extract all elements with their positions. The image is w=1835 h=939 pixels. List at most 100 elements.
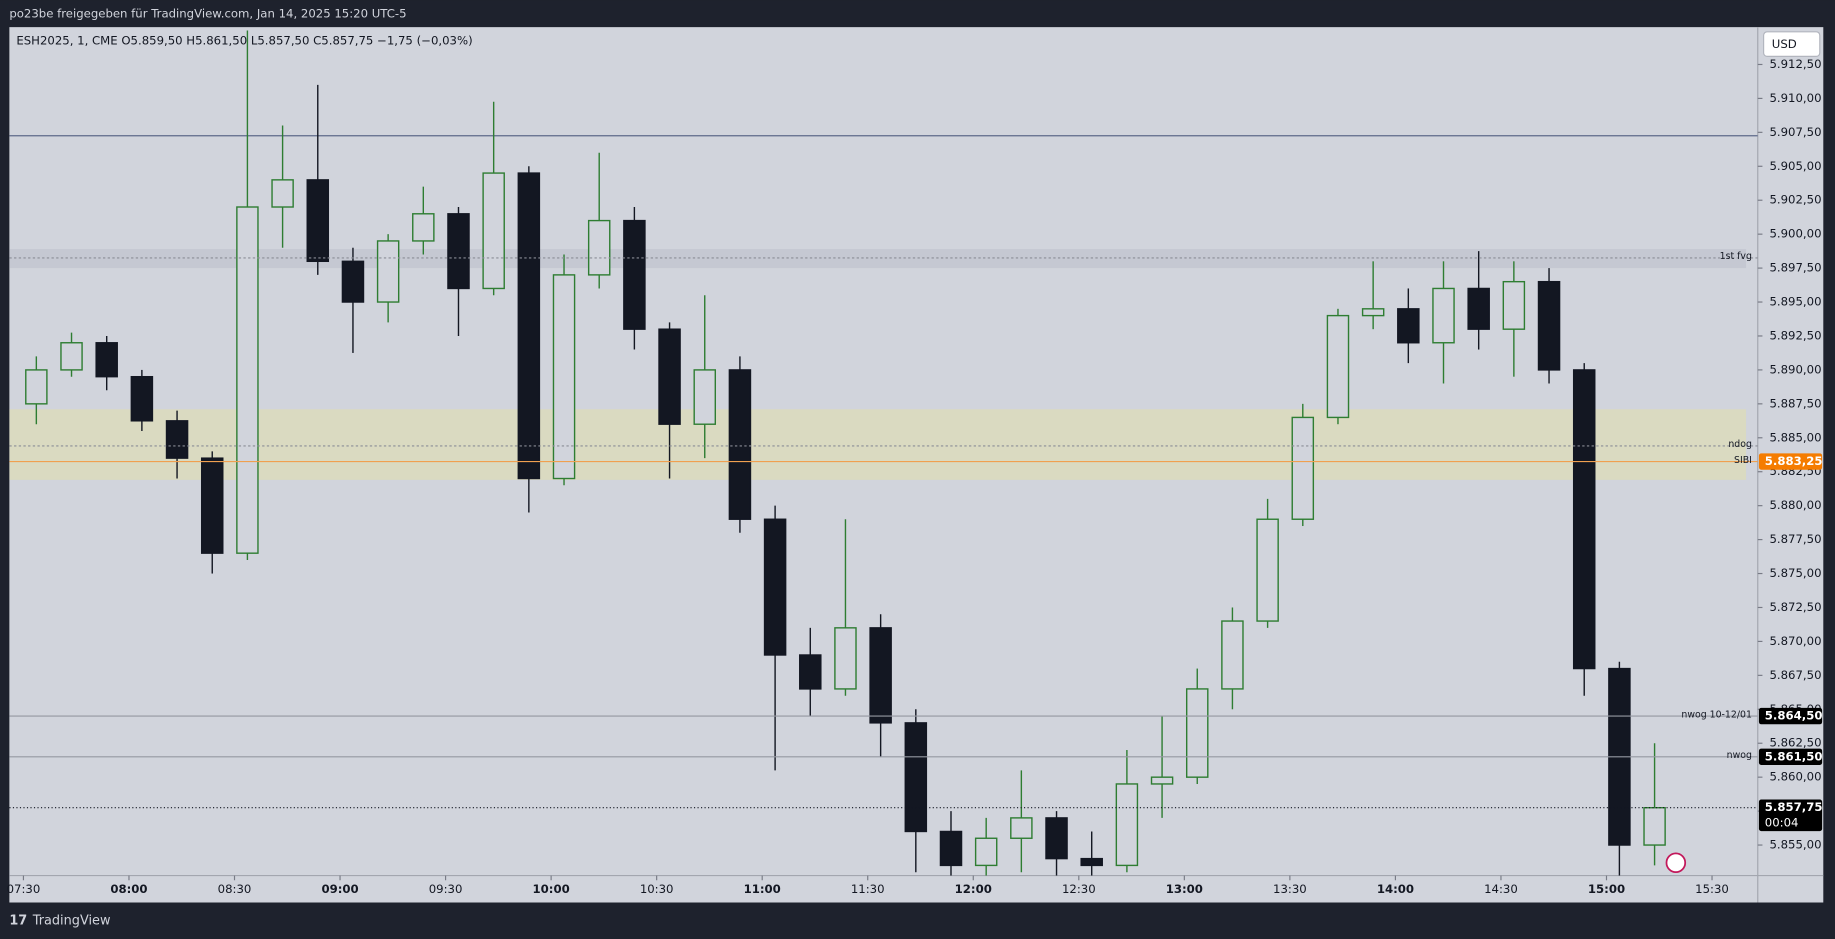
x-tick-label: 12:30 (1062, 882, 1096, 896)
candle-body (658, 328, 681, 425)
candle-body (1150, 776, 1174, 785)
price-label-box (1758, 748, 1823, 765)
x-tick-label: 10:00 (533, 882, 570, 896)
candle-body (552, 274, 576, 480)
y-tick-label: 5.892,50 (1769, 328, 1821, 342)
candle-body (1080, 857, 1103, 867)
level-name: nwog 10-12/01 (1681, 709, 1752, 720)
countdown: 00:04 (1765, 815, 1799, 829)
candle-body (165, 420, 189, 459)
footer-logo: 𝟭𝟳 (9, 914, 27, 929)
zone (9, 249, 1747, 269)
candle-body (623, 219, 646, 330)
x-tick-label: 09:00 (321, 882, 358, 896)
x-tick-label: 13:30 (1273, 882, 1307, 896)
candle-body (95, 342, 118, 378)
candle-body (1115, 783, 1139, 867)
last-price-label: 5.857,75 (1765, 800, 1823, 814)
y-tick-label: 5.877,50 (1769, 532, 1821, 546)
header-title: po23be freigegeben für TradingView.com, … (9, 7, 406, 21)
candle-body (1326, 314, 1350, 419)
candle-body (587, 219, 611, 276)
candle-body (236, 206, 259, 554)
candle-body (1221, 620, 1244, 690)
y-tick-label: 5.900,00 (1769, 227, 1821, 241)
level-name: ndog (1728, 439, 1752, 450)
candle-body (1256, 518, 1279, 622)
axes: 5.855,005.857,505.860,005.862,505.865,00… (7, 57, 1823, 896)
y-tick-label: 5.895,00 (1769, 295, 1821, 309)
candle-body (482, 172, 505, 290)
y-tick-label: 5.872,50 (1769, 600, 1821, 614)
candle-body (939, 830, 963, 867)
candle-body (693, 369, 717, 425)
y-tick-label: 5.910,00 (1769, 91, 1821, 105)
candle-body (412, 213, 435, 242)
last-price-box (1758, 799, 1823, 832)
candle-body (728, 369, 752, 520)
price-label: 5.861,50 (1765, 749, 1823, 763)
candle-body (130, 375, 154, 422)
x-tick-label: 14:30 (1484, 882, 1518, 896)
candle-body (799, 654, 822, 690)
y-tick-label: 5.887,50 (1769, 396, 1821, 410)
y-tick-label: 5.912,50 (1769, 57, 1821, 71)
candle-body (376, 240, 400, 303)
y-tick-label: 5.860,00 (1769, 770, 1821, 784)
y-tick-label: 5.905,00 (1769, 159, 1821, 173)
footer-brand: TradingView (32, 914, 111, 929)
candle-body (869, 627, 892, 724)
y-tick-label: 5.907,50 (1769, 125, 1821, 139)
y-tick-label: 5.885,00 (1769, 430, 1821, 444)
y-tick-label: 5.855,00 (1769, 838, 1821, 852)
candle-body (1537, 280, 1561, 371)
currency: USD (1772, 37, 1797, 51)
level-name: SIBI (1734, 455, 1752, 466)
x-tick-label: 11:30 (851, 882, 885, 896)
level-name: nwog (1727, 750, 1752, 761)
y-tick-label: 5.890,00 (1769, 362, 1821, 376)
price-label: 5.864,50 (1765, 709, 1823, 723)
plot-area: 1st fvg ndog SIBI nwog 10-12/01 nwog (9, 30, 1758, 876)
x-tick-label: 08:30 (218, 882, 252, 896)
y-tick-label: 5.897,50 (1769, 261, 1821, 275)
candle-body (974, 837, 998, 867)
candle-body (763, 518, 787, 656)
level-name: 1st fvg (1720, 251, 1752, 262)
x-tick-label: 13:00 (1166, 882, 1203, 896)
x-tick-label: 12:00 (955, 882, 992, 896)
y-tick-label: 5.902,50 (1769, 193, 1821, 207)
x-tick-label: 14:00 (1377, 882, 1414, 896)
y-tick-label: 5.875,00 (1769, 566, 1821, 580)
candle-body (60, 342, 83, 371)
y-tick-label: 5.880,00 (1769, 498, 1821, 512)
x-tick-label: 15:30 (1695, 882, 1729, 896)
candle-body (25, 369, 48, 405)
candle-body (447, 213, 470, 290)
y-tick-label: 5.862,50 (1769, 736, 1821, 750)
price-label: 5.883,25 (1765, 454, 1823, 468)
y-tick-label: 5.870,00 (1769, 634, 1821, 648)
candle-body (1397, 308, 1420, 344)
candle-body (1185, 688, 1209, 778)
candle-body (1502, 280, 1526, 330)
candle-body (306, 179, 330, 263)
currency-button[interactable] (1763, 31, 1821, 57)
candle-body (200, 457, 224, 554)
candle-body (1045, 817, 1068, 860)
candle-body (517, 172, 541, 480)
zone (9, 409, 1747, 480)
x-tick-label: 15:00 (1588, 882, 1625, 896)
x-tick-label: 07:30 (7, 882, 41, 896)
candle-body (1291, 416, 1315, 520)
alert-icon[interactable] (1665, 852, 1687, 873)
price-label-box (1758, 707, 1823, 725)
candle-body (834, 627, 857, 690)
x-tick-label: 11:00 (744, 882, 781, 896)
candle-body (1643, 807, 1666, 846)
candle-body (1572, 369, 1596, 670)
candle-body (1010, 817, 1033, 839)
candle-body (904, 722, 928, 833)
candle-body (1432, 287, 1455, 344)
